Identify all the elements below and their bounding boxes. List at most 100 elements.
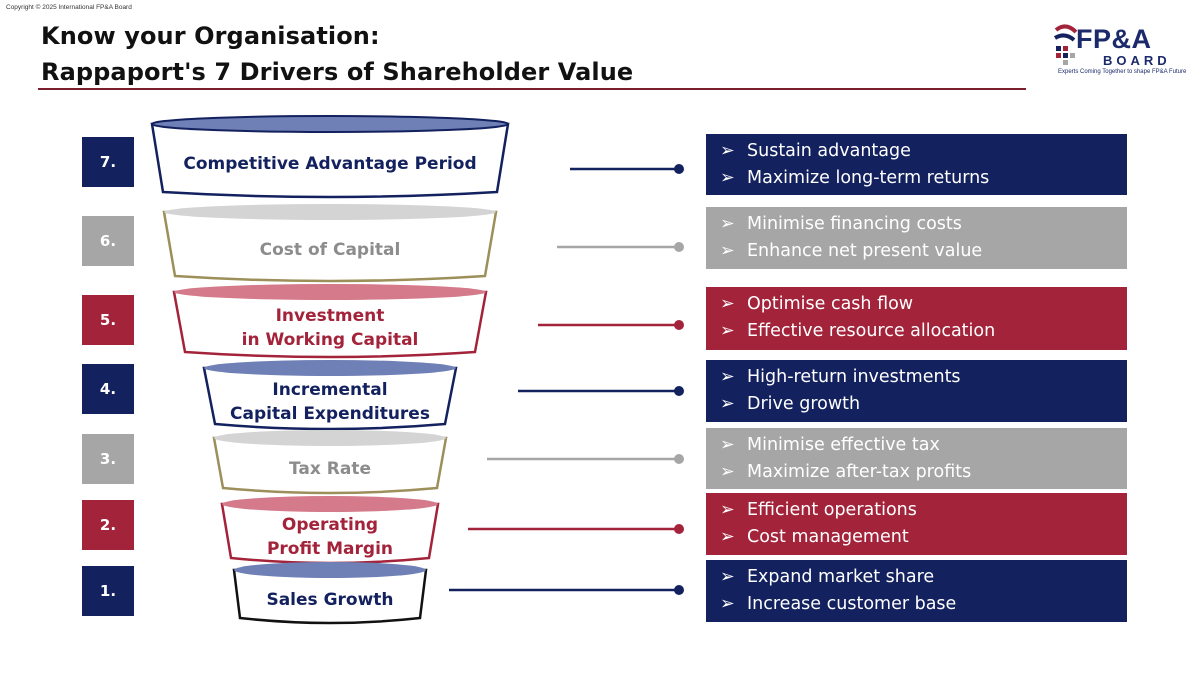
bullet-text: Maximize long-term returns — [747, 168, 990, 188]
title-underline — [38, 88, 1026, 90]
arrow-bullet-icon: ➢ — [720, 141, 735, 161]
bullet-text: Cost management — [747, 527, 909, 547]
connector-dot-3 — [674, 454, 684, 464]
driver-label-1: Sales Growth — [160, 588, 500, 612]
driver-bullets-1: ➢ Expand market share ➢ Increase customer b… — [706, 560, 1127, 622]
connector-dot-1 — [674, 585, 684, 595]
arrow-bullet-icon: ➢ — [720, 567, 735, 587]
driver-bullets-3: ➢ Minimise effective tax ➢ Maximize after-t… — [706, 428, 1127, 489]
bullet-item: ➢ Expand market share — [720, 564, 1127, 591]
driver-bullets-2: ➢ Efficient operations ➢ Cost management — [706, 493, 1127, 555]
arrow-bullet-icon: ➢ — [720, 594, 735, 614]
driver-label-line: Profit Margin — [266, 539, 394, 559]
arrow-bullet-icon: ➢ — [720, 462, 735, 482]
bullet-text: Effective resource allocation — [747, 321, 996, 341]
driver-label-line: Capital Expenditures — [230, 404, 430, 424]
funnel-segment-7 — [150, 122, 510, 199]
bullet-text: Enhance net present value — [747, 241, 983, 261]
driver-label-line: Competitive Advantage Period — [183, 154, 477, 174]
connector-dot-4 — [674, 386, 684, 396]
driver-label-line: Cost of Capital — [259, 240, 401, 260]
funnel-rim-1 — [234, 562, 426, 578]
funnel-segment-6 — [162, 210, 498, 283]
bullet-text: Increase customer base — [747, 594, 957, 614]
driver-number-1: 1. — [82, 566, 134, 616]
bullet-item: ➢ Cost management — [720, 524, 1127, 551]
funnel-rim-5 — [174, 284, 486, 300]
driver-label-line: Operating — [281, 515, 379, 535]
driver-number-4: 4. — [82, 364, 134, 414]
arrow-bullet-icon: ➢ — [720, 394, 735, 414]
bullet-item: ➢ Minimise financing costs — [720, 211, 1127, 238]
bullet-text: Expand market share — [747, 567, 935, 587]
arrow-bullet-icon: ➢ — [720, 367, 735, 387]
arrow-bullet-icon: ➢ — [720, 168, 735, 188]
connector-dot-2 — [674, 524, 684, 534]
bullet-text: Drive growth — [747, 394, 861, 414]
funnel-segment-3 — [212, 436, 448, 495]
driver-bullets-4: ➢ High-return investments ➢ Drive growth — [706, 360, 1127, 422]
bullet-text: Minimise effective tax — [747, 435, 940, 455]
page-title-line-1: Know your Organisation: — [41, 22, 380, 50]
bullet-text: Minimise financing costs — [747, 214, 962, 234]
bullet-item: ➢ Sustain advantage — [720, 138, 1127, 165]
driver-bullets-7: ➢ Sustain advantage ➢ Maximize long-term re… — [706, 134, 1127, 195]
driver-number-7: 7. — [82, 137, 134, 187]
driver-label-5: Investment in Working Capital — [160, 304, 500, 352]
driver-label-2: Operating Profit Margin — [160, 513, 500, 561]
funnel-rim-7 — [151, 115, 509, 133]
bullet-item: ➢ Maximize long-term returns — [720, 165, 1127, 192]
arrow-bullet-icon: ➢ — [720, 500, 735, 520]
logo-mark-icon — [1053, 24, 1078, 65]
driver-bullets-6: ➢ Minimise financing costs ➢ Enhance net pr… — [706, 207, 1127, 269]
driver-bullets-5: ➢ Optimise cash flow ➢ Effective resource a… — [706, 287, 1127, 350]
driver-number-5: 5. — [82, 295, 134, 345]
funnel-segment-5 — [172, 290, 488, 359]
bullet-item: ➢ Efficient operations — [720, 497, 1127, 524]
logo-tagline: Experts Coming Together to shape FP&A Fu… — [1058, 69, 1187, 75]
arrow-bullet-icon: ➢ — [720, 241, 735, 261]
connector-dot-6 — [674, 242, 684, 252]
bullet-item: ➢ Optimise cash flow — [720, 291, 1127, 318]
bullet-item: ➢ Effective resource allocation — [720, 318, 1127, 345]
funnel-rim-3 — [214, 430, 446, 446]
arrow-bullet-icon: ➢ — [720, 214, 735, 234]
bullet-text: Efficient operations — [747, 500, 917, 520]
funnel-rim-2 — [222, 496, 438, 512]
funnel-segment-1 — [232, 568, 428, 625]
driver-label-line: Incremental — [272, 380, 388, 400]
driver-label-line: Sales Growth — [266, 590, 394, 610]
logo-name: FP&A — [1076, 24, 1152, 54]
driver-number-6: 6. — [82, 216, 134, 266]
driver-label-6: Cost of Capital — [160, 238, 500, 262]
bullet-item: ➢ Minimise effective tax — [720, 432, 1127, 459]
bullet-text: Sustain advantage — [747, 141, 911, 161]
arrow-bullet-icon: ➢ — [720, 321, 735, 341]
arrow-bullet-icon: ➢ — [720, 527, 735, 547]
funnel-segment-4 — [202, 366, 458, 431]
driver-label-line: in Working Capital — [241, 330, 419, 350]
arrow-bullet-icon: ➢ — [720, 435, 735, 455]
copyright-text: Copyright © 2025 International FP&A Boar… — [6, 4, 132, 11]
driver-label-7: Competitive Advantage Period — [160, 152, 500, 176]
fpa-board-logo: FP&A BOARD Experts Coming Together to sh… — [1052, 22, 1192, 84]
logo-board-text: BOARD — [1103, 53, 1171, 68]
bullet-item: ➢ Enhance net present value — [720, 238, 1127, 265]
funnel-rim-4 — [204, 360, 456, 376]
driver-label-3: Tax Rate — [160, 457, 500, 481]
bullet-item: ➢ Drive growth — [720, 391, 1127, 418]
driver-label-line: Tax Rate — [289, 459, 371, 479]
arrow-bullet-icon: ➢ — [720, 294, 735, 314]
connector-dot-5 — [674, 320, 684, 330]
driver-label-4: Incremental Capital Expenditures — [160, 378, 500, 426]
bullet-item: ➢ High-return investments — [720, 364, 1127, 391]
bullet-item: ➢ Increase customer base — [720, 591, 1127, 618]
bullet-item: ➢ Maximize after-tax profits — [720, 459, 1127, 486]
bullet-text: Optimise cash flow — [747, 294, 914, 314]
funnel-rim-6 — [164, 204, 496, 220]
connector-dot-7 — [674, 164, 684, 174]
driver-label-line: Investment — [275, 306, 385, 326]
bullet-text: High-return investments — [747, 367, 961, 387]
page-title-line-2: Rappaport's 7 Drivers of Shareholder Val… — [41, 58, 634, 86]
